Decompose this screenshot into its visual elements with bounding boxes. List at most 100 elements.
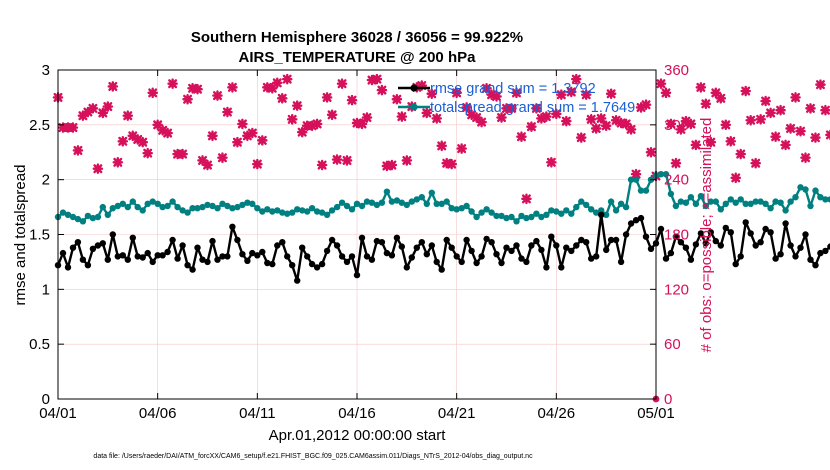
totalspread-point (209, 202, 216, 210)
totalspread-point (64, 211, 72, 218)
obs-assimilated-series (52, 73, 830, 205)
totalspread-point (682, 199, 690, 206)
totalspread-point (468, 208, 475, 215)
totalspread-point (269, 208, 276, 215)
obs-assimilated-point (257, 135, 268, 146)
rmse-point (513, 242, 520, 249)
obs-assimilated-point (715, 93, 727, 104)
obs-assimilated-point (456, 143, 467, 154)
rmse-point (284, 253, 291, 260)
obs-assimilated-point (107, 81, 119, 92)
rmse-point (757, 239, 764, 246)
tick-marks (57, 69, 657, 400)
obs-assimilated-point (570, 73, 582, 85)
obs-assimilated-point (281, 73, 293, 85)
totalspread-point (822, 196, 829, 203)
rmse-point (74, 239, 82, 246)
obs-assimilated-point (665, 118, 677, 130)
totalspread-point (692, 200, 700, 207)
rmse-point (383, 249, 391, 257)
totalspread-point (259, 208, 266, 215)
totalspread-point (154, 200, 161, 207)
rmse-point (657, 225, 665, 233)
obs-assimilated-point (521, 193, 532, 205)
totalspread-point (677, 198, 685, 205)
obs-assimilated-point (421, 107, 433, 119)
x-tick-label: 04/21 (438, 405, 476, 422)
obs-assimilated-point (391, 93, 403, 105)
rmse-point (244, 257, 251, 264)
totalspread-point (543, 211, 550, 218)
totalspread-point (318, 209, 326, 216)
obs-assimilated-point (416, 80, 428, 91)
x-tick-label: 04/11 (239, 405, 275, 422)
obs-assimilated-point (655, 78, 667, 90)
obs-assimilated-point (675, 124, 687, 135)
rmse-point (69, 244, 77, 251)
totalspread-point (473, 213, 480, 221)
totalspread-point (363, 198, 371, 205)
rmse-point (199, 256, 206, 263)
obs-assimilated-point (610, 114, 622, 126)
x-tick-label: 04/16 (338, 405, 376, 422)
rmse-point (503, 244, 510, 251)
obs-assimilated-point (356, 118, 368, 130)
rmse-point (114, 253, 122, 260)
totalspread-point (124, 203, 131, 211)
totalspread-series (54, 171, 830, 225)
rmse-point (453, 253, 460, 260)
rmse-point (548, 233, 555, 240)
rmse-point (637, 214, 645, 222)
obs-assimilated-point (212, 90, 223, 101)
rmse-point (418, 239, 425, 246)
totalspread-point (224, 202, 231, 210)
obs-assimilated-point (271, 77, 283, 89)
obs-assimilated-point (92, 163, 104, 174)
rmse-point (264, 259, 271, 267)
totalspread-point (104, 211, 112, 218)
rmse-point (194, 244, 201, 251)
obs-assimilated-point (725, 135, 737, 147)
rmse-point (104, 256, 112, 263)
obs-assimilated-point (122, 110, 134, 121)
totalspread-point (657, 171, 665, 178)
rmse-point (373, 237, 381, 245)
rmse-point (144, 249, 151, 257)
totalspread-point (84, 212, 92, 220)
totalspread-point (89, 214, 97, 222)
totalspread-point (757, 198, 764, 205)
obs-assimilated-point (67, 122, 79, 133)
totalspread-point (737, 196, 744, 203)
rmse-point (174, 255, 181, 262)
rmse-point (737, 253, 744, 260)
rmse-point (558, 264, 565, 271)
totalspread-point (169, 198, 176, 205)
obs-assimilated-point (72, 145, 84, 156)
rmse-point (368, 256, 376, 263)
totalspread-point (353, 200, 361, 207)
rmse-point (274, 242, 281, 249)
obs-assimilated-point (401, 155, 413, 166)
rmse-point (588, 255, 595, 262)
rmse-point (219, 253, 226, 260)
totalspread-point (503, 214, 510, 222)
y-left-tick-labels: 0 0.5 1 1.5 2 2.5 3 (29, 62, 50, 408)
totalspread-point (727, 196, 734, 203)
rmse-point (772, 255, 779, 262)
rmse-point (229, 223, 236, 230)
obs-assimilated-point (162, 127, 173, 139)
totalspread-point (313, 208, 321, 215)
totalspread-point (284, 210, 291, 217)
rmse-point (428, 242, 435, 249)
y-right-tick-label: 240 (664, 172, 689, 189)
rmse-point (692, 241, 700, 248)
totalspread-point (403, 201, 410, 209)
rmse-point (184, 262, 191, 269)
rmse-point (64, 264, 72, 271)
rmse-point (299, 244, 306, 251)
rmse-point (169, 236, 176, 244)
rmse-point (448, 244, 455, 251)
rmse-point (458, 258, 465, 266)
totalspread-point (199, 203, 206, 211)
obs-assimilated-point (311, 118, 323, 130)
